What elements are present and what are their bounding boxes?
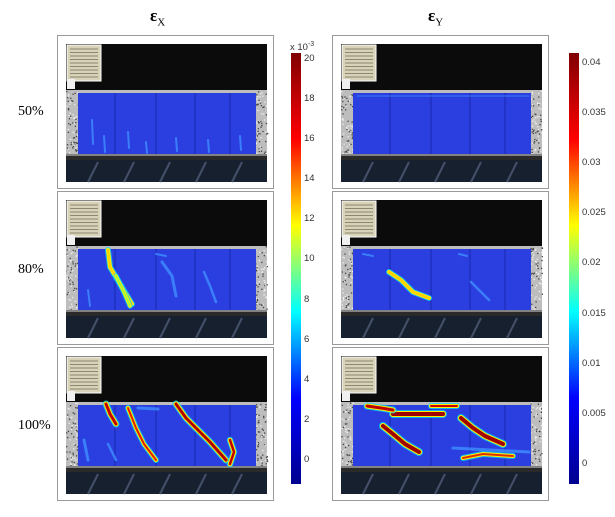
row-label-80: 80% bbox=[18, 262, 44, 278]
colorbar-tick-label: 16 bbox=[304, 133, 315, 144]
colorbar-y bbox=[569, 53, 579, 484]
colorbar-x-multiplier: x 10-3 bbox=[290, 41, 314, 53]
colorbar-tick-label: 20 bbox=[304, 53, 315, 64]
colorbar-tick-label: 0.035 bbox=[582, 107, 606, 118]
strain-map-image bbox=[333, 192, 550, 346]
strain-band bbox=[230, 440, 234, 464]
panel-ey-100 bbox=[332, 347, 549, 501]
colorbar-tick-label: 18 bbox=[304, 93, 315, 104]
row-label-50: 50% bbox=[18, 104, 44, 120]
row-label-100: 100% bbox=[18, 418, 51, 434]
colorbar-tick-label: 10 bbox=[304, 253, 315, 264]
panel-ey-50 bbox=[332, 35, 549, 189]
colorbar-tick-label: 0 bbox=[582, 458, 587, 469]
colorbar-tick-label: 14 bbox=[304, 173, 315, 184]
colorbar-tick-label: 0.04 bbox=[582, 57, 601, 68]
strain-map-image bbox=[58, 36, 275, 190]
colorbar-tick-label: 4 bbox=[304, 374, 309, 385]
panel-ey-80 bbox=[332, 191, 549, 345]
strain-map-image bbox=[58, 192, 275, 346]
colorbar-tick-label: 0.01 bbox=[582, 358, 601, 369]
colorbar-tick-label: 0.015 bbox=[582, 308, 606, 319]
colorbar-tick-label: 8 bbox=[304, 294, 309, 305]
colorbar-tick-label: 2 bbox=[304, 414, 309, 425]
column-header-ex: εX bbox=[150, 6, 165, 28]
colorbar-tick-label: 6 bbox=[304, 334, 309, 345]
panel-ex-80 bbox=[57, 191, 274, 345]
column-header-ey: εY bbox=[428, 6, 443, 28]
colorbar-tick-label: 0.03 bbox=[582, 157, 601, 168]
strain-map-image bbox=[58, 348, 275, 502]
strain-band bbox=[367, 406, 393, 410]
colorbar-tick-label: 0.025 bbox=[582, 207, 606, 218]
colorbar-tick-label: 0 bbox=[304, 454, 309, 465]
colorbar-x bbox=[291, 53, 301, 484]
strain-map-image bbox=[333, 36, 550, 190]
strain-map-image bbox=[333, 348, 550, 502]
panel-ex-100 bbox=[57, 347, 274, 501]
panel-ex-50 bbox=[57, 35, 274, 189]
colorbar-tick-label: 0.02 bbox=[582, 257, 601, 268]
colorbar-tick-label: 12 bbox=[304, 213, 315, 224]
colorbar-tick-label: 0.005 bbox=[582, 408, 606, 419]
